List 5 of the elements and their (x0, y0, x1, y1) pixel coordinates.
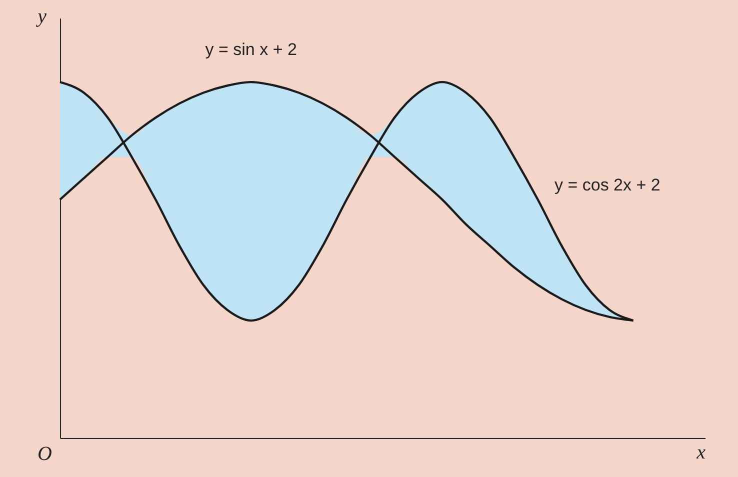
y-axis-title: y (36, 6, 47, 28)
series-label: y = cos 2x + 2 (554, 175, 660, 194)
text: O (38, 443, 52, 465)
series-label: y = sin x + 2 (205, 40, 297, 60)
x-axis-title: x (696, 442, 706, 464)
